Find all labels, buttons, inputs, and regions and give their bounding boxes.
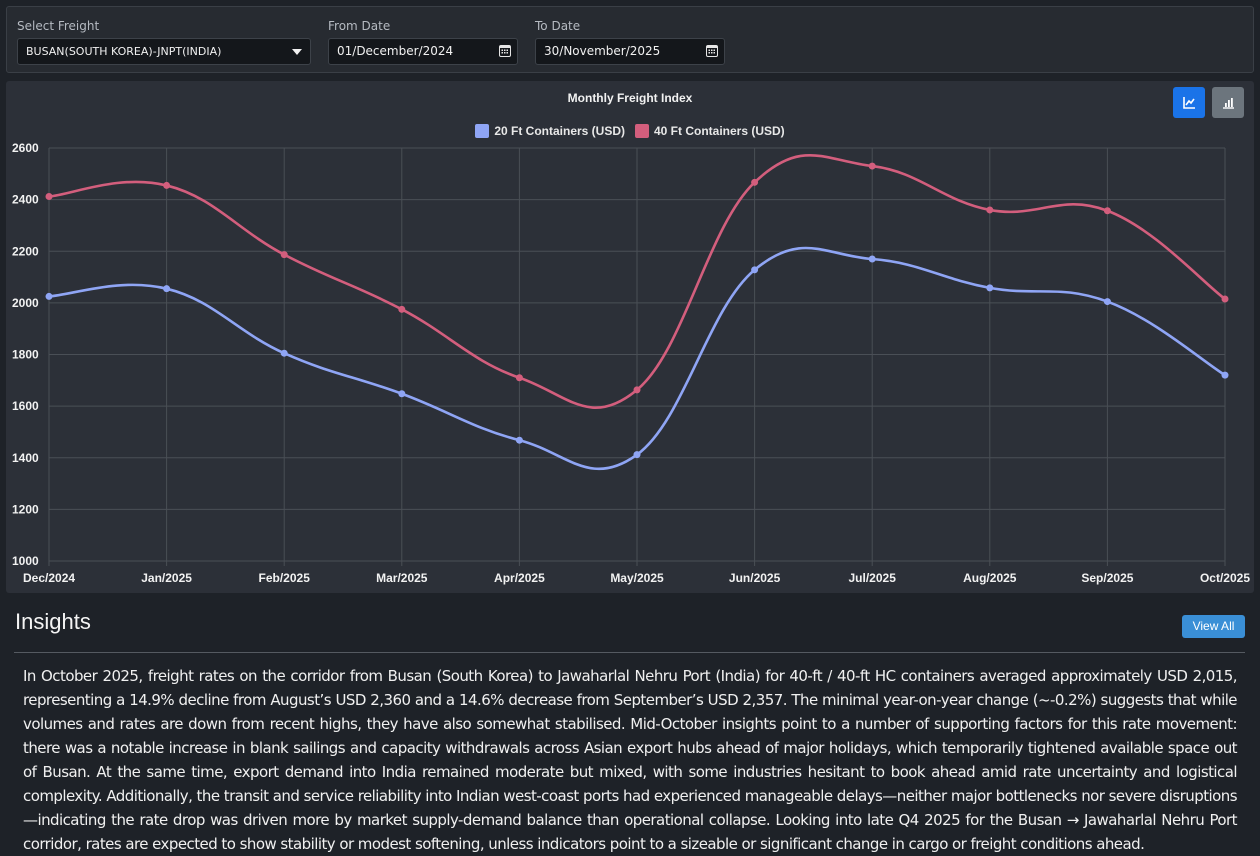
x-tick-label: Dec/2024	[23, 571, 75, 585]
data-point-20ft	[515, 436, 523, 444]
chart-legend: 20 Ft Containers (USD) 40 Ft Containers …	[6, 124, 1254, 138]
data-point-40ft	[986, 206, 994, 214]
data-point-20ft	[633, 451, 641, 459]
chevron-down-icon	[292, 49, 302, 55]
y-tick-label: 1400	[12, 451, 39, 465]
legend-item-20ft[interactable]: 20 Ft Containers (USD)	[475, 124, 625, 138]
y-tick-label: 2400	[12, 193, 39, 207]
to-date-value: 30/November/2025	[544, 44, 661, 58]
bar-chart-button[interactable]	[1212, 87, 1244, 118]
y-tick-label: 2000	[12, 296, 39, 310]
line-chart-button[interactable]	[1173, 87, 1205, 118]
series-line-40ft	[48, 153, 1226, 409]
data-point-40ft	[751, 178, 759, 186]
insights-title: Insights	[15, 609, 91, 634]
calendar-icon[interactable]	[499, 45, 511, 57]
chart-panel: 2600 2400 2200 2000 1800 1600 1400 1200 1000 Dec/…	[6, 81, 1254, 593]
to-date-label: To Date	[535, 19, 581, 33]
legend-item-40ft[interactable]: 40 Ft Containers (USD)	[635, 124, 785, 138]
data-point-40ft	[280, 251, 288, 259]
x-tick-label: May/2025	[610, 571, 664, 585]
data-point-20ft	[751, 266, 759, 274]
legend-swatch-20ft	[475, 124, 490, 138]
data-point-40ft	[1221, 295, 1229, 303]
insights-text: In October 2025, freight rates on the co…	[23, 667, 1238, 853]
freight-select-value: BUSAN(SOUTH KOREA)-JNPT(INDIA)	[26, 45, 222, 58]
view-all-button[interactable]: View All	[1182, 615, 1245, 638]
from-date-value: 01/December/2024	[337, 44, 454, 58]
from-date-field: From Date 01/December/2024	[328, 19, 518, 65]
freight-select[interactable]: BUSAN(SOUTH KOREA)-JNPT(INDIA)	[17, 38, 311, 65]
data-point-20ft	[868, 255, 876, 263]
series-line-20ft	[48, 246, 1226, 471]
from-date-label: From Date	[328, 19, 391, 33]
y-tick-label: 1800	[12, 348, 39, 362]
y-tick-label: 2600	[12, 141, 39, 155]
x-tick-label: Jan/2025	[141, 571, 192, 585]
data-point-40ft	[515, 374, 523, 382]
from-date-input[interactable]: 01/December/2024	[328, 38, 518, 65]
data-point-40ft	[45, 193, 53, 201]
freight-label: Select Freight	[17, 19, 100, 33]
data-point-40ft	[633, 386, 641, 394]
to-date-field: To Date 30/November/2025	[535, 19, 725, 65]
to-date-input[interactable]: 30/November/2025	[535, 38, 725, 65]
data-point-40ft	[868, 162, 876, 170]
y-tick-label: 1200	[12, 502, 39, 516]
legend-swatch-40ft	[635, 124, 649, 138]
legend-label-40ft: 40 Ft Containers (USD)	[654, 124, 785, 138]
data-point-20ft	[1221, 371, 1229, 379]
x-tick-label: Sep/2025	[1081, 571, 1133, 585]
y-tick-label: 1000	[12, 554, 39, 568]
data-point-40ft	[1103, 207, 1111, 215]
data-point-40ft	[398, 305, 406, 313]
x-tick-label: Aug/2025	[963, 571, 1017, 585]
data-point-20ft	[163, 285, 171, 293]
legend-label-20ft: 20 Ft Containers (USD)	[494, 124, 625, 138]
x-tick-label: Mar/2025	[376, 571, 428, 585]
data-point-20ft	[1103, 298, 1111, 306]
calendar-icon[interactable]	[706, 45, 718, 57]
x-tick-label: Feb/2025	[259, 571, 311, 585]
data-point-20ft	[398, 390, 406, 398]
x-tick-label: Jun/2025	[729, 571, 781, 585]
x-tick-label: Oct/2025	[1200, 571, 1250, 585]
x-tick-label: Jul/2025	[849, 571, 897, 585]
x-tick-label: Apr/2025	[494, 571, 545, 585]
data-point-20ft	[45, 292, 53, 300]
data-point-20ft	[986, 284, 994, 292]
y-tick-label: 1600	[12, 399, 39, 413]
line-chart-icon	[1183, 97, 1195, 109]
data-point-20ft	[280, 349, 288, 357]
freight-line-chart: 2600 2400 2200 2000 1800 1600 1400 1200 1000 Dec/…	[12, 141, 1250, 585]
chart-title: Monthly Freight Index	[567, 91, 693, 105]
freight-field: Select Freight BUSAN(SOUTH KOREA)-JNPT(I…	[17, 19, 311, 65]
y-tick-label: 2200	[12, 244, 39, 258]
bar-chart-icon	[1223, 98, 1234, 109]
divider	[14, 652, 1245, 653]
filter-bar: Select Freight BUSAN(SOUTH KOREA)-JNPT(I…	[6, 6, 1254, 73]
data-point-40ft	[163, 181, 171, 189]
